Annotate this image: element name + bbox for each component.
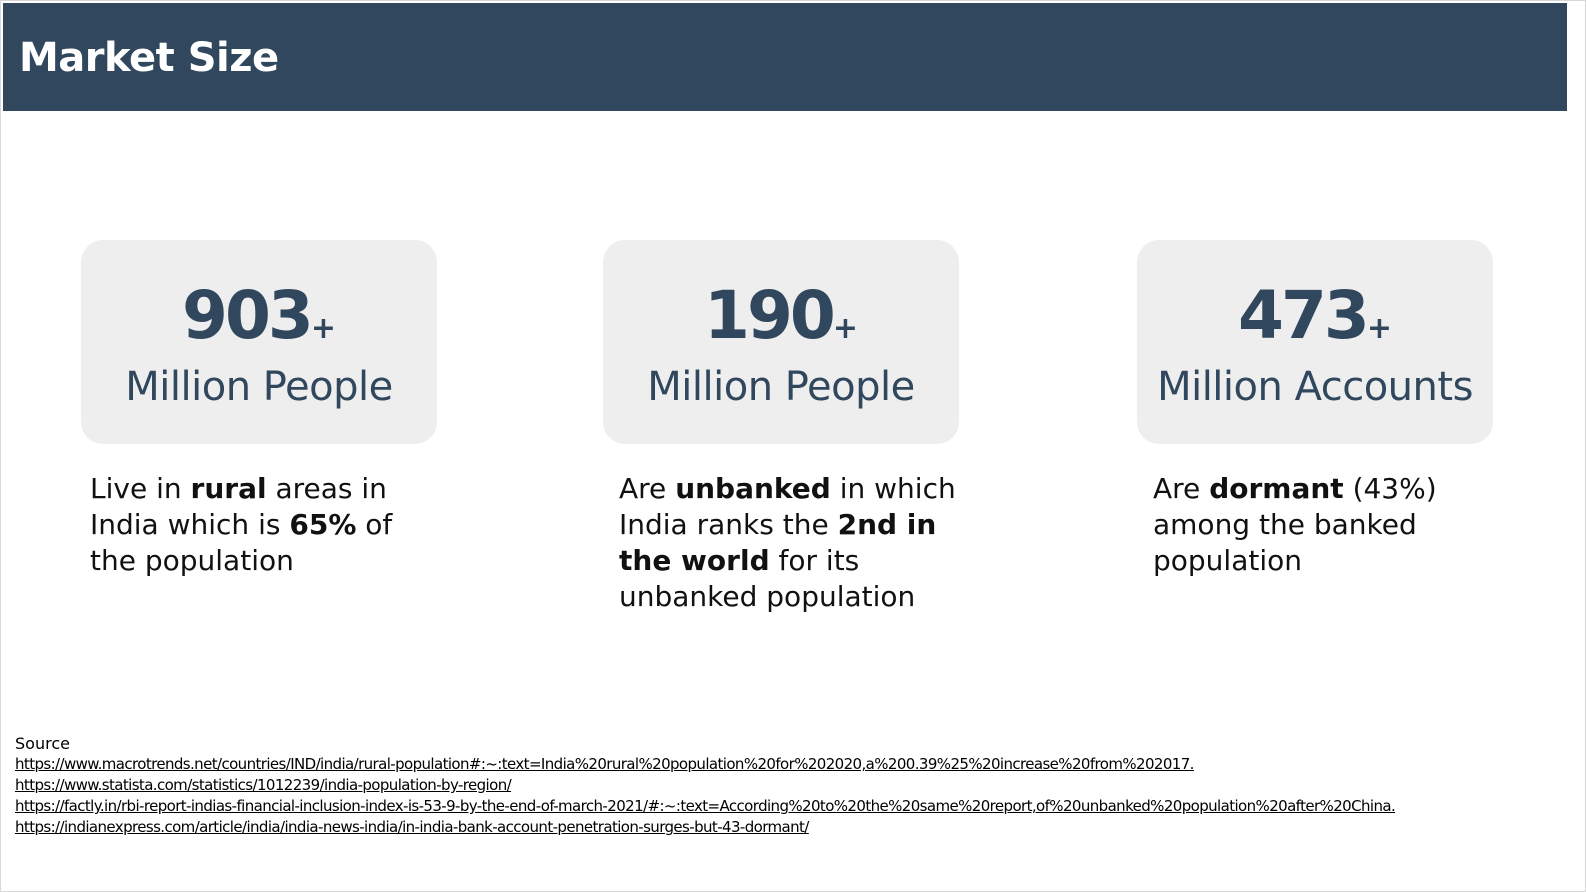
stat-unit: Million Accounts (1157, 364, 1473, 410)
source-link-macrotrends[interactable]: https://www.macrotrends.net/countries/IN… (15, 754, 1555, 775)
desc-bold: rural (190, 472, 267, 505)
stat-suffix: + (1366, 311, 1392, 346)
source-url[interactable]: https://indianexpress.com/article/india/… (15, 818, 809, 836)
stat-suffix: + (832, 311, 858, 346)
stat-description-rural: Live in rural areas in India which is 65… (90, 471, 420, 579)
stat-number: 190 (704, 277, 836, 354)
desc-text: Are (619, 472, 676, 505)
desc-text: (43%) among the banked population (1153, 472, 1437, 577)
source-link-factly[interactable]: https://factly.in/rbi-report-indias-fina… (15, 796, 1555, 817)
stat-unit: Million People (647, 364, 915, 410)
desc-text: Are (1153, 472, 1210, 505)
source-link-statista[interactable]: https://www.statista.com/statistics/1012… (15, 775, 1555, 796)
desc-text: for its unbanked population (619, 544, 916, 613)
stat-number: 473 (1238, 277, 1370, 354)
desc-bold: 2nd in the world (619, 508, 937, 577)
source-url[interactable]: https://www.statista.com/statistics/1012… (15, 776, 512, 794)
stat-value: 473+ (1137, 276, 1493, 356)
stat-description-dormant: Are dormant (43%) among the banked popul… (1153, 471, 1453, 579)
desc-text: in which India ranks the (619, 472, 956, 541)
desc-bold: dormant (1209, 472, 1344, 505)
source-link-indianexpress[interactable]: https://indianexpress.com/article/india/… (15, 817, 1555, 838)
stat-description-unbanked: Are unbanked in which India ranks the 2n… (619, 471, 959, 615)
desc-bold: 65% (289, 508, 357, 541)
desc-text: of the population (90, 508, 393, 577)
header-bar: Market Size (3, 3, 1567, 111)
page-title: Market Size (19, 35, 279, 81)
desc-bold: unbanked (675, 472, 831, 505)
source-url[interactable]: https://factly.in/rbi-report-indias-fina… (15, 797, 1392, 815)
source-tail: . (1390, 797, 1396, 815)
stat-value: 903+ (81, 276, 437, 356)
stat-number: 903 (182, 277, 314, 354)
sources-label: Source (15, 734, 70, 753)
desc-text: Live in (90, 472, 191, 505)
stat-unit: Million People (125, 364, 393, 410)
desc-text: areas in India which is (90, 472, 387, 541)
stat-card-dormant: 473+ Million Accounts (1137, 240, 1493, 444)
stat-card-rural: 903+ Million People (81, 240, 437, 444)
source-tail: . (1189, 755, 1195, 773)
stat-card-unbanked: 190+ Million People (603, 240, 959, 444)
stat-value: 190+ (603, 276, 959, 356)
stat-suffix: + (310, 311, 336, 346)
source-url[interactable]: https://www.macrotrends.net/countries/IN… (15, 755, 1190, 773)
sources-section: Source https://www.macrotrends.net/count… (15, 734, 1555, 838)
